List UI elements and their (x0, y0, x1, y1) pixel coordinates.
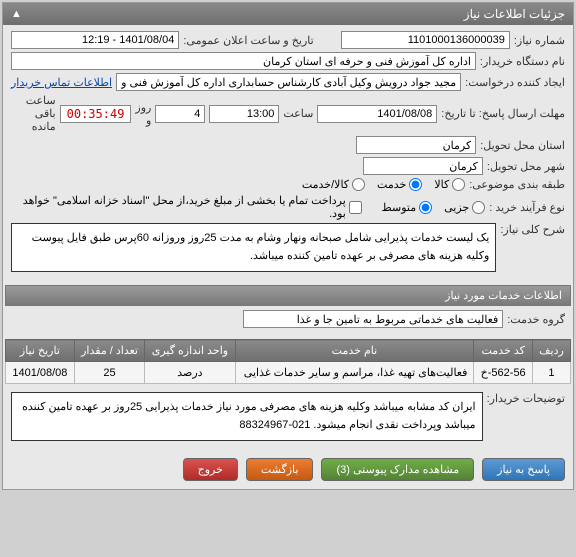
reply-button[interactable]: پاسخ به نیاز (482, 458, 565, 481)
time-label: ساعت (283, 107, 313, 120)
cell-qty: 25 (74, 362, 145, 384)
buyer-org-label: نام دستگاه خریدار: (480, 55, 565, 68)
items-section-bar: اطلاعات خدمات مورد نیاز (5, 285, 571, 306)
radio-service[interactable]: خدمت (377, 178, 422, 191)
delivery-city-label: شهر محل تحویل: (487, 160, 565, 173)
general-desc-box: یک لیست خدمات پذیرایی شامل صبحانه ونهار … (11, 223, 496, 272)
cell-date: 1401/08/08 (6, 362, 75, 384)
service-group-label: گروه خدمت: (507, 313, 565, 326)
cell-unit: درصد (145, 362, 235, 384)
payment-checkbox[interactable]: پرداخت تمام یا بخشی از مبلغ خرید،از محل … (11, 194, 362, 220)
deadline-date-input[interactable] (317, 105, 437, 123)
cell-code: 562-56-خ (474, 362, 533, 384)
requestor-label: ایجاد کننده درخواست: (465, 76, 565, 89)
col-unit: واحد اندازه گیری (145, 340, 235, 362)
form-area: شماره نیاز: تاریخ و ساعت اعلان عمومی: نا… (3, 25, 573, 281)
exit-button[interactable]: خروج (183, 458, 238, 481)
announce-input[interactable] (11, 31, 179, 49)
table-header-row: ردیف کد خدمت نام خدمت واحد اندازه گیری ت… (6, 340, 571, 362)
requestor-input[interactable] (116, 73, 461, 91)
items-table: ردیف کد خدمت نام خدمت واحد اندازه گیری ت… (5, 339, 571, 384)
days-label: روز و (135, 101, 151, 127)
deadline-label: مهلت ارسال پاسخ: تا تاریخ: (441, 107, 565, 120)
subject-radio-group: کالا خدمت کالا/خدمت (302, 178, 465, 191)
cell-name: فعالیت‌های تهیه غذا، مراسم و سایر خدمات … (235, 362, 474, 384)
process-radio-group: جزیی متوسط (382, 201, 486, 214)
radio-small-input[interactable] (472, 201, 485, 214)
col-qty: تعداد / مقدار (74, 340, 145, 362)
back-button[interactable]: بازگشت (246, 458, 314, 481)
delivery-city-input[interactable] (363, 157, 483, 175)
col-date: تاریخ نیاز (6, 340, 75, 362)
general-desc-label: شرح کلی نیاز: (500, 223, 565, 236)
cell-row: 1 (532, 362, 570, 384)
need-no-label: شماره نیاز: (514, 34, 565, 47)
need-details-panel: جزئیات اطلاعات نیاز ▲ شماره نیاز: تاریخ … (2, 2, 574, 490)
need-no-input[interactable] (341, 31, 509, 49)
col-row: ردیف (532, 340, 570, 362)
radio-goods-service-input[interactable] (352, 178, 365, 191)
countdown: 00:35:49 (60, 105, 132, 123)
radio-goods-service[interactable]: کالا/خدمت (302, 178, 365, 191)
payment-checkbox-input[interactable] (349, 201, 362, 214)
panel-title: جزئیات اطلاعات نیاز (464, 7, 565, 21)
announce-label: تاریخ و ساعت اعلان عمومی: (183, 34, 313, 47)
process-type-label: نوع فرآیند خرید : (489, 201, 565, 214)
radio-goods[interactable]: کالا (434, 178, 465, 191)
buyer-org-input[interactable] (11, 52, 476, 70)
buyer-notes-label: توضیحات خریدار: (487, 392, 565, 405)
radio-goods-input[interactable] (452, 178, 465, 191)
panel-titlebar: جزئیات اطلاعات نیاز ▲ (3, 3, 573, 25)
days-input[interactable] (155, 105, 205, 123)
delivery-prov-input[interactable] (356, 136, 476, 154)
deadline-time-input[interactable] (209, 105, 279, 123)
buyer-notes-box: ایران کد مشابه میباشد وکلیه هزینه های مص… (11, 392, 483, 441)
service-group-input[interactable] (243, 310, 503, 328)
radio-small[interactable]: جزیی (444, 201, 485, 214)
radio-medium[interactable]: متوسط (382, 201, 433, 214)
table-row[interactable]: 1 562-56-خ فعالیت‌های تهیه غذا، مراسم و … (6, 362, 571, 384)
radio-medium-input[interactable] (419, 201, 432, 214)
subject-class-label: طبقه بندی موضوعی: (469, 178, 565, 191)
remaining-label: ساعت باقی مانده (11, 94, 56, 133)
attachments-button[interactable]: مشاهده مدارک پیوستی (3) (321, 458, 474, 481)
col-name: نام خدمت (235, 340, 474, 362)
contact-link[interactable]: اطلاعات تماس خریدار (11, 76, 112, 89)
delivery-prov-label: استان محل تحویل: (480, 139, 565, 152)
radio-service-input[interactable] (409, 178, 422, 191)
collapse-icon[interactable]: ▲ (11, 8, 22, 20)
button-bar: پاسخ به نیاز مشاهده مدارک پیوستی (3) باز… (3, 450, 573, 489)
col-code: کد خدمت (474, 340, 533, 362)
